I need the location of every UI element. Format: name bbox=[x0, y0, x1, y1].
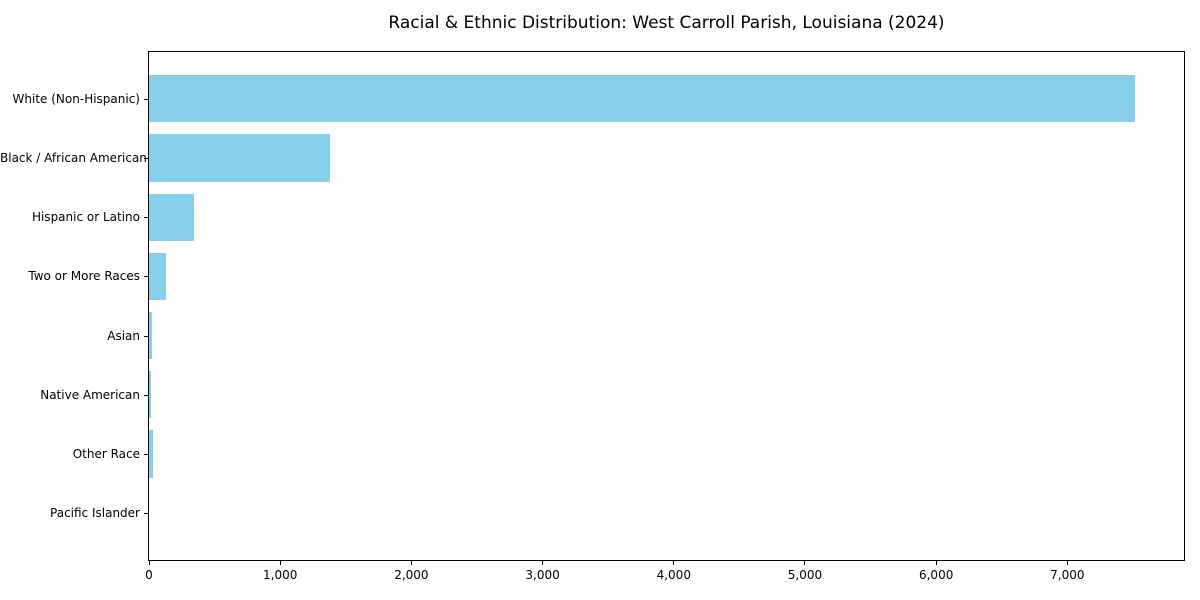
x-axis-tick-label: 6,000 bbox=[918, 568, 954, 582]
x-tick-mark bbox=[148, 561, 150, 565]
y-tick-mark bbox=[144, 394, 148, 396]
y-axis-label: Pacific Islander bbox=[50, 506, 140, 521]
bar-native-american bbox=[149, 371, 152, 419]
y-axis-label: White (Non-Hispanic) bbox=[12, 91, 140, 106]
y-tick-mark bbox=[144, 335, 148, 337]
y-axis-label: Hispanic or Latino bbox=[31, 210, 140, 225]
bar-two-or-more-races bbox=[149, 252, 166, 301]
y-axis-label: Native American bbox=[40, 387, 140, 402]
y-axis-label: Asian bbox=[107, 328, 140, 343]
x-axis-tick-label: 7,000 bbox=[1050, 568, 1085, 582]
y-axis-label: Other Race bbox=[72, 447, 140, 462]
x-tick-mark bbox=[542, 561, 544, 565]
x-tick-mark bbox=[279, 561, 281, 565]
y-tick-mark bbox=[144, 454, 148, 456]
chart-title: Racial & Ethnic Distribution: West Carro… bbox=[388, 13, 945, 33]
y-tick-mark bbox=[144, 513, 148, 515]
x-axis-tick-label: 0 bbox=[145, 568, 153, 582]
bar-other-race bbox=[149, 430, 153, 478]
bar-asian bbox=[149, 311, 152, 360]
x-axis-tick-label: 5,000 bbox=[787, 568, 823, 582]
x-tick-mark bbox=[1066, 561, 1068, 565]
y-tick-mark bbox=[144, 276, 148, 278]
y-axis-label: Two or More Races bbox=[28, 269, 140, 284]
y-tick-mark bbox=[144, 98, 148, 100]
bar-hispanic-or-latino bbox=[149, 193, 195, 241]
x-axis-tick-label: 4,000 bbox=[656, 568, 691, 582]
y-tick-mark bbox=[144, 217, 148, 219]
bar-white-non-hispanic bbox=[149, 75, 1135, 123]
x-tick-mark bbox=[410, 561, 412, 565]
x-tick-mark bbox=[673, 561, 675, 565]
bar-black-african-american bbox=[149, 134, 330, 182]
x-tick-mark bbox=[935, 561, 937, 565]
x-axis-tick-label: 2,000 bbox=[394, 568, 429, 582]
x-tick-mark bbox=[804, 561, 806, 565]
x-axis-tick-label: 1,000 bbox=[263, 568, 298, 582]
y-axis-label: Black / African American bbox=[0, 150, 147, 165]
x-axis-tick-label: 3,000 bbox=[525, 568, 560, 582]
plot-area bbox=[148, 51, 1185, 561]
y-tick-mark bbox=[144, 157, 148, 159]
